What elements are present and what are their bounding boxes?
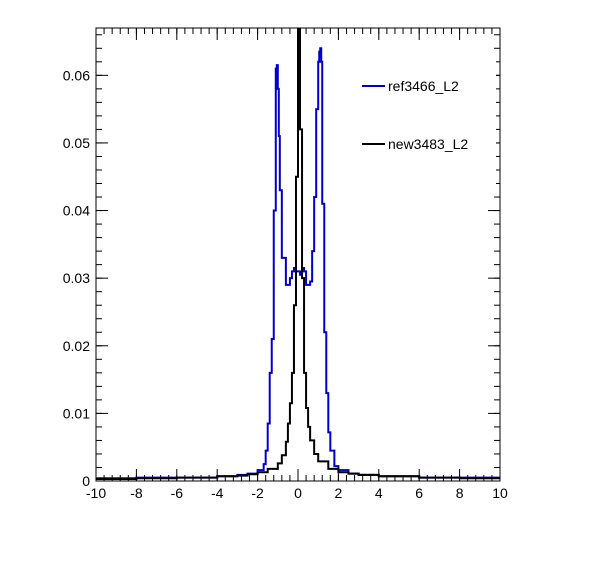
x-tick-label: 4 — [375, 485, 383, 501]
y-tick-label: 0.02 — [63, 338, 90, 354]
y-tick-label: 0.03 — [63, 270, 90, 286]
x-tick-label: 8 — [456, 485, 464, 501]
y-tick-label: 0 — [82, 473, 90, 489]
x-tick-label: -2 — [251, 485, 264, 501]
x-tick-label: 2 — [335, 485, 343, 501]
series-line-0 — [96, 47, 500, 480]
major-ticks — [95, 28, 501, 482]
y-tick-label: 0.04 — [63, 203, 90, 219]
x-tick-label: -6 — [171, 485, 184, 501]
legend-label-new: new3483_L2 — [388, 136, 468, 152]
x-tick-label: -8 — [130, 485, 143, 501]
y-tick-label: 0.01 — [63, 405, 90, 421]
legend-box — [358, 56, 496, 184]
y-tick-labels: 0 0.01 0.02 0.03 0.04 0.05 0.06 — [63, 67, 90, 489]
x-tick-labels: -10 -8 -6 -4 -2 0 2 4 6 8 10 — [86, 485, 508, 501]
series-line-1 — [96, 28, 500, 480]
x-tick-label: 0 — [294, 485, 302, 501]
series-layer — [96, 28, 500, 480]
y-tick-label: 0.05 — [63, 135, 90, 151]
legend: ref3466_L2 new3483_L2 — [358, 56, 496, 184]
x-tick-label: 6 — [415, 485, 423, 501]
x-tick-label: 10 — [492, 485, 508, 501]
y-tick-label: 0.06 — [63, 67, 90, 83]
x-tick-label: -10 — [86, 485, 106, 501]
x-tick-label: -4 — [211, 485, 224, 501]
legend-label-ref: ref3466_L2 — [388, 78, 459, 94]
